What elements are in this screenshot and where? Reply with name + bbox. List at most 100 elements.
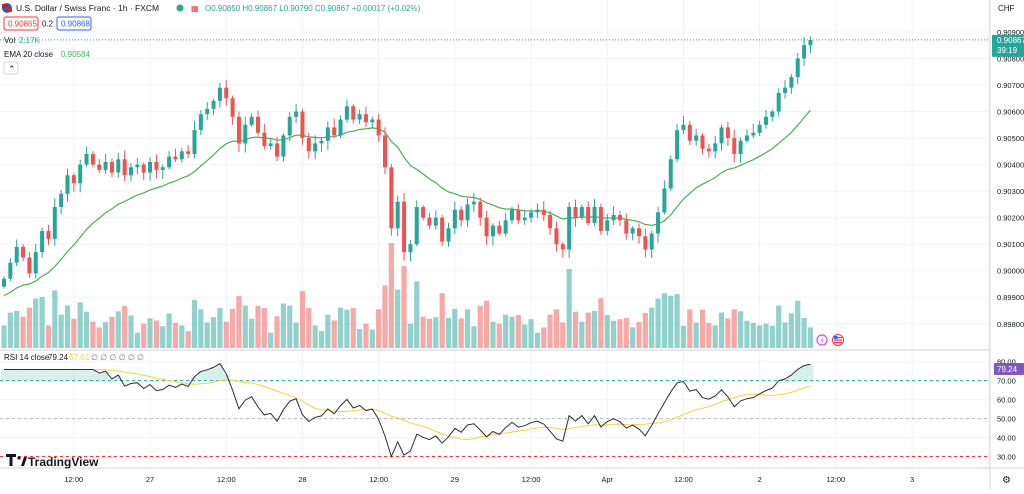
candle-body bbox=[84, 153, 89, 165]
candle-body bbox=[738, 140, 743, 154]
candle-body bbox=[122, 159, 127, 176]
symbol-title[interactable]: U.S. Dollar / Swiss Franc · 1h · FXCM bbox=[16, 3, 159, 13]
candle bbox=[262, 124, 267, 150]
candle-body bbox=[484, 217, 489, 237]
candle-body bbox=[503, 220, 508, 234]
candle-body bbox=[186, 151, 191, 154]
volume-bar bbox=[598, 298, 604, 348]
volume-bar bbox=[128, 315, 134, 348]
rsi-value: 79.24 bbox=[48, 353, 69, 362]
candle-body bbox=[211, 100, 216, 109]
candle-body bbox=[40, 230, 45, 253]
volume-bar bbox=[268, 332, 274, 348]
candle bbox=[598, 203, 603, 235]
volume-bar bbox=[287, 305, 293, 348]
candle bbox=[586, 201, 591, 226]
candle bbox=[738, 137, 743, 164]
volume-bar bbox=[83, 311, 90, 348]
volume-bar bbox=[198, 309, 204, 348]
candle-body bbox=[510, 209, 514, 221]
tradingview-logo[interactable]: TradingView bbox=[6, 454, 99, 469]
lightning-event-icon[interactable] bbox=[816, 334, 828, 346]
candle-body bbox=[433, 217, 438, 226]
spread-value: 0.2 bbox=[42, 20, 54, 29]
candle bbox=[624, 213, 629, 240]
rsi-axis[interactable]: 30.00 40.00 50.00 60.00 70.00 80.00 bbox=[997, 358, 1016, 462]
volume-bar bbox=[299, 291, 306, 348]
candle-body bbox=[643, 236, 648, 250]
candle bbox=[725, 122, 730, 147]
candle bbox=[376, 114, 381, 142]
volume-bar bbox=[585, 312, 591, 348]
volume-bar bbox=[553, 309, 560, 348]
candle bbox=[135, 157, 140, 175]
volume-bar bbox=[45, 325, 52, 348]
candle-body bbox=[783, 87, 788, 93]
rsi-value-tags: 79.24 bbox=[994, 363, 1024, 375]
time-tick-label: 29 bbox=[451, 475, 459, 484]
candle-body bbox=[109, 161, 114, 173]
volume-bar bbox=[788, 313, 794, 348]
flag-icon bbox=[2, 3, 12, 13]
candle bbox=[427, 212, 432, 229]
candle-body bbox=[630, 228, 635, 234]
volume-bar bbox=[623, 317, 629, 348]
volume-legend[interactable]: Vol 2.17K bbox=[4, 36, 41, 45]
ema-legend[interactable]: EMA 20 close 0.90584 bbox=[4, 50, 90, 59]
candle-body bbox=[300, 111, 305, 139]
candle-body bbox=[344, 106, 349, 120]
candle bbox=[503, 212, 508, 237]
price-axis[interactable]: 0.89800 0.89900 0.90000 0.90100 0.90200 0.903… bbox=[997, 28, 1024, 329]
volume-bar bbox=[534, 332, 540, 348]
candle-body bbox=[732, 138, 737, 154]
volume-bar bbox=[172, 322, 179, 348]
rsi-tag-value: 79.24 bbox=[997, 365, 1018, 374]
rsi-tick-label: 50.00 bbox=[997, 415, 1016, 424]
volume-bar bbox=[210, 317, 217, 348]
candles[interactable] bbox=[2, 36, 813, 289]
volume-bar bbox=[388, 243, 394, 348]
candle-body bbox=[687, 124, 692, 141]
volume-bar bbox=[77, 302, 83, 348]
ema-value: 0.90584 bbox=[61, 50, 90, 59]
candle-body bbox=[681, 124, 686, 131]
candle-body bbox=[236, 116, 241, 144]
time-axis[interactable]: 12:00 27 12:00 28 12:00 29 12:00 Apr 12:00 2 12:00… bbox=[64, 475, 914, 484]
candle-body bbox=[579, 207, 584, 218]
candle bbox=[319, 137, 324, 152]
candle bbox=[389, 163, 394, 236]
candle-body bbox=[313, 143, 318, 152]
volume-bar bbox=[471, 326, 477, 348]
candle bbox=[141, 162, 146, 180]
time-tick-label: Apr bbox=[601, 475, 613, 484]
price-tick-label: 0.90600 bbox=[997, 108, 1024, 117]
sell-button[interactable] bbox=[3, 16, 39, 31]
bid-price: 0.90865 bbox=[8, 20, 37, 29]
candle-body bbox=[268, 143, 273, 147]
candle bbox=[160, 164, 165, 180]
candle-body bbox=[713, 143, 718, 152]
volume-bar bbox=[503, 314, 509, 348]
candle bbox=[173, 148, 178, 163]
volume-bar bbox=[109, 316, 115, 348]
gear-icon[interactable]: ⚙ bbox=[1002, 475, 1011, 486]
candle bbox=[694, 128, 699, 146]
candle-body bbox=[598, 207, 603, 231]
volume-bar bbox=[674, 294, 680, 348]
rsi-legend[interactable]: RSI 14 close 79.24 67.61 ∅ ∅ ∅ ∅ ∅ ∅ bbox=[4, 353, 144, 362]
candle bbox=[675, 124, 680, 163]
bid-ask-widget[interactable]: 0.90865 0.2 0.90868 bbox=[3, 16, 92, 31]
us-flag-event-icon[interactable] bbox=[832, 334, 844, 346]
collapse-legend-button[interactable]: ⌃ bbox=[3, 61, 19, 75]
candle-body bbox=[357, 114, 362, 120]
event-icons[interactable]: ⚡ bbox=[816, 334, 844, 346]
time-tick-label: 3 bbox=[910, 475, 914, 484]
buy-button[interactable] bbox=[56, 16, 92, 31]
candle bbox=[459, 206, 464, 227]
last-price-tag: 0.90867 39:19 bbox=[992, 34, 1024, 57]
candle-body bbox=[160, 167, 165, 170]
candle bbox=[33, 244, 38, 279]
candle bbox=[567, 202, 572, 259]
